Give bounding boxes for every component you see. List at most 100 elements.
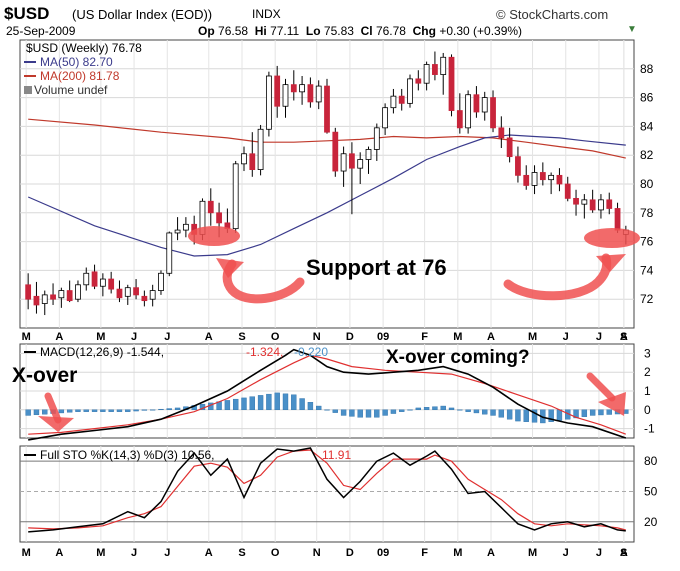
macd-histogram-bar [531, 409, 538, 423]
price-tick-label: 76 [640, 235, 654, 249]
macd-histogram-bar [108, 409, 114, 412]
candle-body [315, 85, 322, 103]
macd-histogram-bar [523, 409, 529, 422]
macd-histogram-bar [83, 409, 89, 412]
ohlc-readout: Op 76.58 Hi 77.11 Lo 75.83 Cl 76.78 Chg … [198, 24, 522, 38]
x-tick-label: A [205, 331, 213, 343]
close-label: Cl [360, 24, 373, 38]
macd-legend: MACD(12,26,9) -1.544, -1.324, -0.220 [24, 345, 328, 359]
x-tick-label-bottom: F [421, 547, 428, 559]
x-tick-label-bottom: A [55, 547, 63, 559]
candle-body [91, 271, 98, 287]
candle-body [373, 127, 380, 150]
x-tick-label-bottom: J [164, 547, 170, 559]
macd-histogram-bar [432, 406, 438, 410]
macd-histogram-bar [75, 409, 81, 412]
macd-histogram-bar [465, 409, 471, 412]
price-y-axis: 72 74 76 78 80 82 84 86 88 [640, 62, 654, 306]
candle-body [407, 78, 413, 104]
x-tick-label: J [164, 331, 170, 343]
candle-body [141, 295, 148, 302]
x-tick-label: M [22, 331, 31, 343]
x-tick-label-bottom: D [346, 547, 354, 559]
macd-histogram-bar [166, 408, 172, 410]
symbol-description: (US Dollar Index (EOD)) [72, 7, 213, 22]
sto-legend: Full STO %K(14,3) %D(3) 10.56, 11.91 [24, 448, 351, 462]
high-label: Hi [254, 24, 267, 38]
price-tick-label: 84 [640, 119, 654, 133]
legend-ma50: MA(50) 82.70 [40, 55, 113, 69]
macd-histogram-bar [149, 409, 156, 411]
macd-histogram-bar [515, 409, 521, 422]
x-tick-label-bottom: O [271, 547, 280, 559]
x-tick-label-bottom: M [96, 547, 105, 559]
open-label: Op [198, 24, 215, 38]
macd-histogram-bar [556, 409, 563, 421]
legend-macd-hist: -0.220 [294, 345, 328, 359]
candle-body [531, 172, 538, 186]
x-tick-label: J [563, 331, 569, 343]
candle-body [241, 153, 247, 165]
sto-tick-label: 20 [644, 515, 658, 529]
candle-body [539, 172, 546, 181]
macd-histogram-bar [332, 409, 338, 413]
price-tick-label: 80 [640, 177, 654, 191]
close-value: 76.78 [375, 24, 406, 38]
macd-histogram-bar [133, 409, 139, 412]
candle-body [41, 294, 48, 304]
legend-sto-d: 11.91 [322, 448, 351, 462]
macd-histogram-bar [606, 409, 612, 415]
candle-body [158, 272, 164, 291]
macd-histogram-bar [249, 396, 255, 411]
legend-price: $USD (Weekly) 76.78 [26, 41, 142, 55]
macd-histogram-bar [399, 409, 405, 412]
macd-lines [28, 348, 627, 441]
x-tick-label-bottom: M [528, 547, 537, 559]
xover-coming-arrow-shaft [586, 372, 616, 402]
candle-body [66, 290, 73, 302]
candle-body [432, 64, 438, 75]
price-tick-label: 72 [640, 292, 654, 306]
x-tick-label: D [346, 331, 354, 343]
macd-histogram-bar [415, 407, 422, 411]
x-tick-label: A [620, 331, 628, 343]
legend-macd-signal: -1.324, [246, 345, 283, 359]
candle-body [50, 294, 56, 300]
x-tick-label: J [131, 331, 137, 343]
x-tick-label-bottom: J [596, 547, 602, 559]
macd-histogram-bar [274, 392, 280, 411]
candle-body [598, 199, 604, 211]
macd-histogram-bar [440, 405, 446, 411]
high-value: 77.11 [270, 24, 300, 38]
candle-body [498, 127, 505, 139]
macd-histogram-bar [125, 409, 131, 412]
candle-body [556, 174, 563, 185]
candle-body [523, 174, 530, 186]
macd-histogram-bar [25, 409, 31, 416]
candle-body [398, 95, 405, 104]
price-tick-label: 74 [640, 263, 654, 277]
macd-histogram-bar [307, 402, 314, 410]
sto-lines [28, 447, 626, 533]
macd-histogram-bar [174, 407, 181, 411]
candle-body [182, 223, 189, 231]
candle-body [108, 278, 115, 290]
x-tick-label-bottom: A [205, 547, 213, 559]
x-tick-label-bottom: M [22, 547, 31, 559]
legend-volume-swatch [24, 86, 32, 94]
change-label: Chg [412, 24, 436, 38]
candle-body [25, 284, 32, 300]
candle-body [515, 156, 521, 176]
candle-body [506, 137, 513, 158]
legend-macd: MACD(12,26,9) -1.544, [40, 345, 164, 359]
x-tick-label-bottom: 09 [377, 547, 389, 559]
sto-tick-label: 80 [644, 454, 658, 468]
x-tick-label-bottom: A [487, 547, 495, 559]
candle-body [149, 290, 156, 300]
macd-histogram-bar [490, 409, 496, 416]
macd-histogram-bar [482, 409, 488, 415]
macd-histogram-bar [232, 398, 239, 411]
triangle-down-icon[interactable]: ▼ [627, 24, 637, 35]
x-tick-label: S [620, 331, 627, 343]
